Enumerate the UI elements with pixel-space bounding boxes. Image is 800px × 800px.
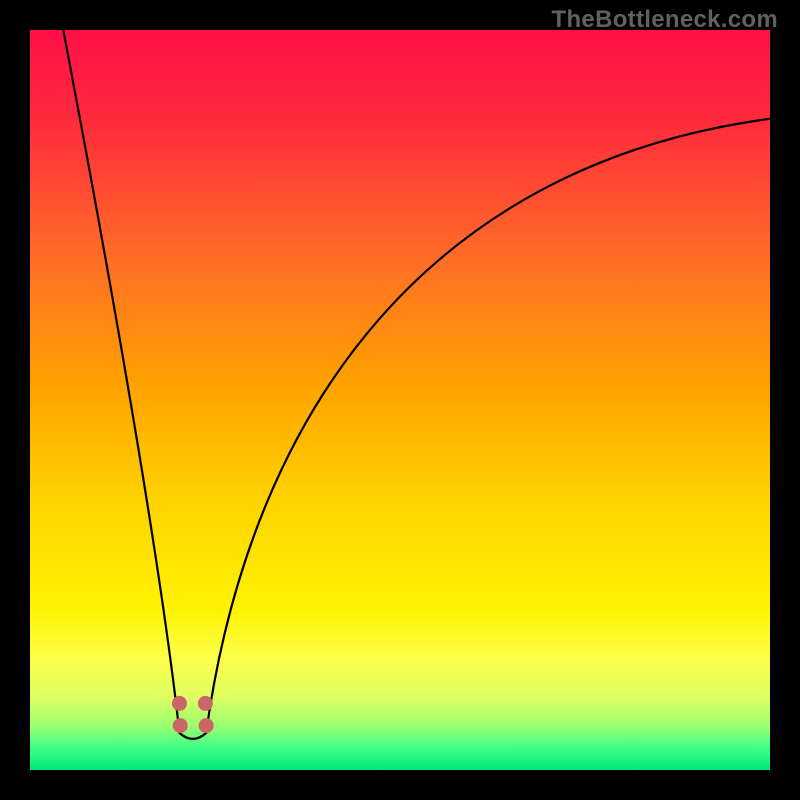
curve-marker-dot [172,696,187,711]
curve-marker-dot [198,696,213,711]
curve-marker-dot [199,718,214,733]
plot-svg [30,30,770,770]
plot-area [30,30,770,770]
curve-marker-dot [173,718,188,733]
watermark-text: TheBottleneck.com [552,6,778,34]
chart-container: TheBottleneck.com [0,0,800,800]
gradient-background [30,30,770,770]
